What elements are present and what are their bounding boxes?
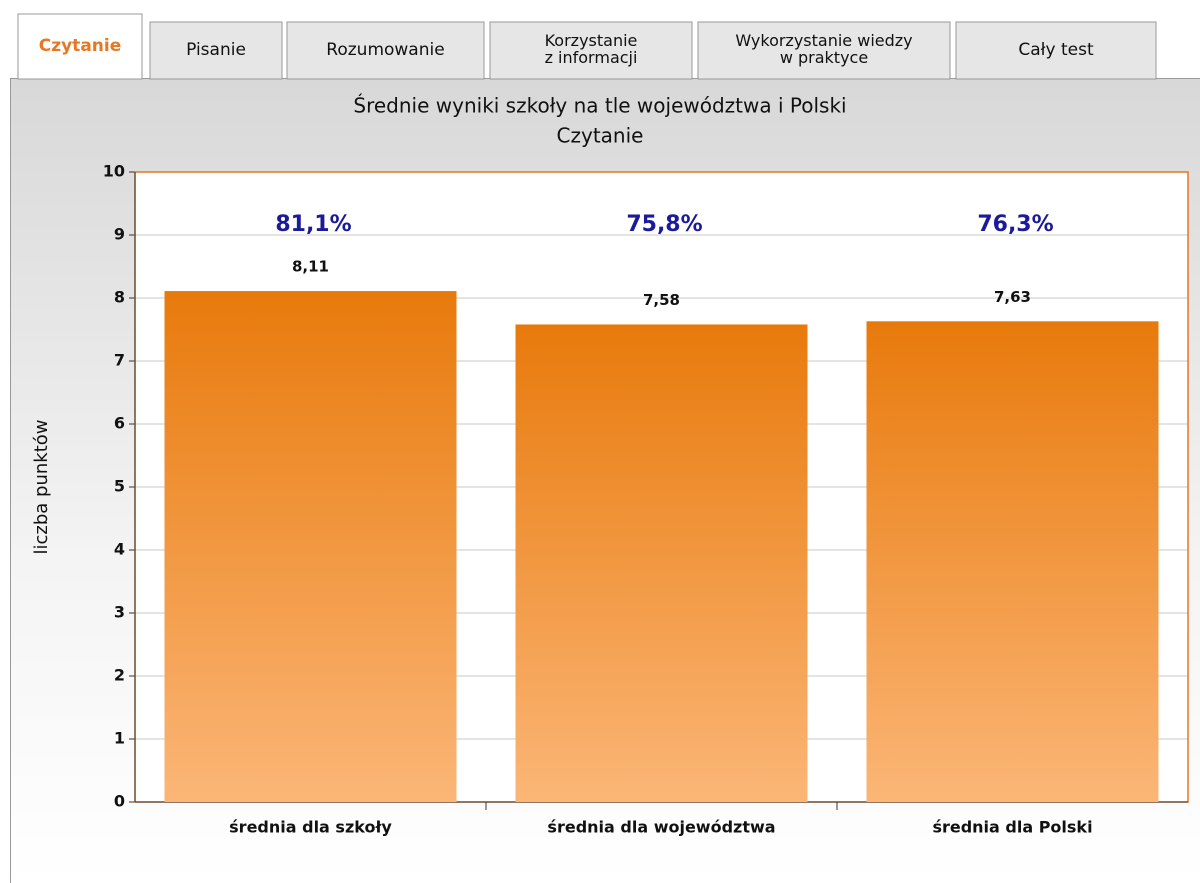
- tab-label[interactable]: Wykorzystanie wiedzy: [735, 31, 912, 50]
- y-axis-label: liczba punktów: [31, 420, 52, 555]
- y-tick-label: 9: [114, 225, 125, 244]
- tab-label[interactable]: Czytanie: [39, 36, 122, 56]
- y-tick-label: 10: [103, 162, 125, 181]
- y-tick-label: 7: [114, 351, 125, 370]
- annotation: 76,3%: [977, 212, 1053, 237]
- tab[interactable]: [489, 21, 693, 80]
- annotation: 81,1%: [275, 212, 351, 237]
- bar: [866, 321, 1159, 802]
- tab-label[interactable]: Rozumowanie: [326, 40, 444, 60]
- x-tick-label: średnia dla województwa: [547, 818, 775, 837]
- tab[interactable]: [17, 13, 143, 80]
- tab-label[interactable]: Pisanie: [186, 40, 246, 60]
- value-label: 8,11: [292, 258, 329, 276]
- chart-subtitle: Czytanie: [557, 124, 644, 148]
- x-tick-label: średnia dla szkoły: [229, 818, 392, 837]
- tab-label[interactable]: Cały test: [1018, 40, 1094, 60]
- value-label: 7,58: [643, 291, 680, 309]
- y-tick-label: 0: [114, 792, 125, 811]
- y-tick-label: 6: [114, 414, 125, 433]
- x-tick-label: średnia dla Polski: [932, 818, 1092, 837]
- tab[interactable]: [697, 21, 951, 80]
- tab[interactable]: [955, 21, 1157, 80]
- y-tick-label: 1: [114, 729, 125, 748]
- chart-title: Średnie wyniki szkoły na tle województwa…: [353, 94, 846, 118]
- y-tick-label: 8: [114, 288, 125, 307]
- tab-label[interactable]: Korzystanie: [545, 31, 638, 50]
- tab-label[interactable]: w praktyce: [780, 48, 868, 67]
- tab-label[interactable]: z informacji: [545, 48, 638, 67]
- value-label: 7,63: [994, 288, 1031, 306]
- tab[interactable]: [149, 21, 283, 80]
- y-tick-label: 2: [114, 666, 125, 685]
- tab[interactable]: [286, 21, 485, 80]
- y-tick-label: 3: [114, 603, 125, 622]
- annotation: 75,8%: [626, 212, 702, 237]
- bar: [164, 291, 457, 802]
- y-tick-label: 5: [114, 477, 125, 496]
- bar: [515, 324, 808, 802]
- y-tick-label: 4: [114, 540, 125, 559]
